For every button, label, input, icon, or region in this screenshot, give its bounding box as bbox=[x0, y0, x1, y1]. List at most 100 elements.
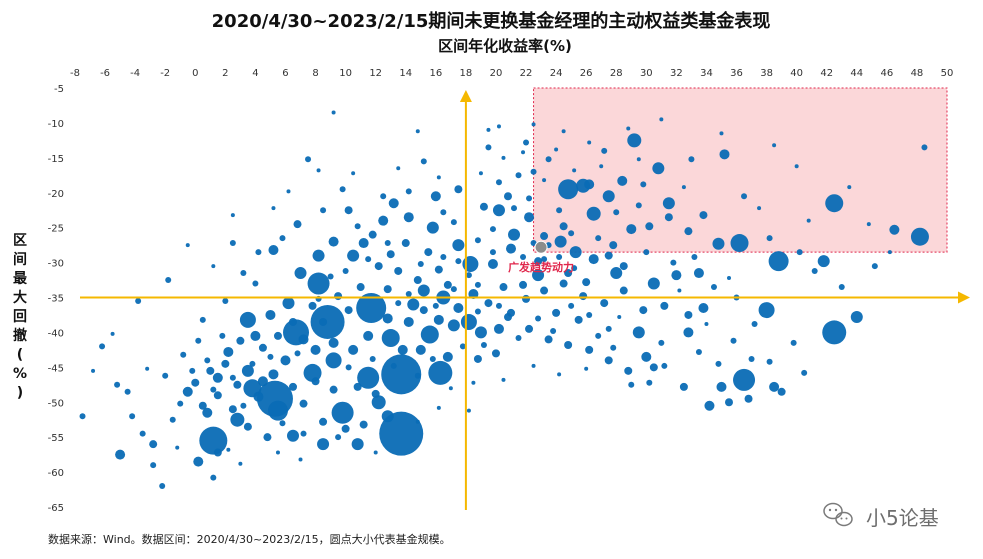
fund-point bbox=[626, 126, 631, 131]
fund-point bbox=[777, 387, 786, 396]
fund-point bbox=[275, 450, 280, 455]
fund-point bbox=[373, 450, 378, 455]
x-tick-label: 36 bbox=[730, 68, 743, 79]
fund-point bbox=[632, 326, 645, 339]
y-tick-label: -55 bbox=[48, 433, 64, 444]
fund-point bbox=[670, 259, 677, 266]
fund-point bbox=[286, 189, 291, 194]
fund-point bbox=[586, 311, 593, 318]
fund-point bbox=[489, 249, 496, 256]
y-tick-label: -50 bbox=[48, 398, 64, 409]
fund-point bbox=[866, 222, 871, 227]
fund-point bbox=[524, 212, 535, 223]
fund-point bbox=[619, 262, 628, 271]
fund-point bbox=[213, 448, 222, 457]
fund-point bbox=[110, 331, 115, 336]
fund-point bbox=[501, 377, 506, 382]
fund-point bbox=[801, 369, 808, 376]
fund-point bbox=[320, 207, 327, 214]
fund-point bbox=[661, 362, 668, 369]
fund-point bbox=[531, 122, 536, 127]
x-tick-labels: -8 -6 -4 -2 0 2 4 6 8 10 12 14 16 18 20 22 24 26 28 30 32 34 3… bbox=[70, 68, 953, 79]
fund-point bbox=[474, 237, 481, 244]
fund-point bbox=[432, 302, 439, 309]
x-tick-label: 14 bbox=[399, 68, 412, 79]
fund-point bbox=[639, 306, 648, 315]
x-tick-label: 40 bbox=[790, 68, 803, 79]
x-tick-label: 26 bbox=[580, 68, 593, 79]
fund-point bbox=[394, 266, 403, 275]
y-axis-title-char: % bbox=[13, 366, 27, 382]
fund-point bbox=[838, 284, 845, 291]
fund-point bbox=[149, 440, 158, 449]
wechat-icon bbox=[823, 502, 853, 527]
fund-point bbox=[99, 343, 106, 350]
fund-point bbox=[768, 251, 789, 272]
fund-point bbox=[604, 356, 613, 365]
fund-point bbox=[478, 171, 483, 176]
fund-point bbox=[693, 268, 704, 279]
fund-point bbox=[268, 245, 279, 256]
fund-point bbox=[466, 408, 471, 413]
fund-point bbox=[710, 284, 717, 291]
fund-point bbox=[287, 429, 299, 442]
fund-point bbox=[503, 313, 512, 322]
fund-point bbox=[223, 346, 234, 357]
fund-point bbox=[716, 381, 727, 392]
fund-point bbox=[384, 240, 391, 247]
fund-point bbox=[640, 181, 647, 188]
fund-point bbox=[887, 250, 892, 255]
fund-point bbox=[671, 270, 682, 281]
fund-point bbox=[558, 179, 579, 200]
fund-point bbox=[212, 372, 223, 383]
fund-point bbox=[584, 179, 595, 190]
fund-point bbox=[588, 254, 599, 265]
fund-point bbox=[236, 336, 245, 345]
x-tick-label: 48 bbox=[911, 68, 924, 79]
fund-point bbox=[485, 144, 492, 151]
fund-point bbox=[730, 337, 737, 344]
fund-point bbox=[790, 339, 797, 346]
data-points bbox=[79, 110, 929, 490]
fund-point bbox=[429, 355, 436, 362]
fund-point bbox=[363, 330, 374, 341]
fund-point bbox=[202, 407, 213, 418]
annotated-fund-label: 广发趋势动力 bbox=[508, 260, 574, 274]
fund-point bbox=[243, 422, 252, 431]
fund-point bbox=[442, 351, 453, 362]
fund-point bbox=[420, 325, 439, 344]
fund-point bbox=[229, 240, 236, 247]
fund-point bbox=[613, 209, 620, 216]
fund-point bbox=[647, 277, 660, 290]
fund-point bbox=[345, 364, 352, 371]
y-axis-title-char: 区 bbox=[13, 233, 27, 249]
fund-point bbox=[794, 164, 799, 169]
fund-point bbox=[228, 405, 237, 414]
fund-point bbox=[180, 351, 187, 358]
x-tick-label: 6 bbox=[282, 68, 288, 79]
fund-point bbox=[850, 311, 863, 324]
fund-point bbox=[479, 202, 488, 211]
fund-point bbox=[532, 269, 545, 282]
fund-point bbox=[564, 269, 573, 278]
fund-point bbox=[115, 449, 126, 460]
fund-point bbox=[279, 420, 286, 427]
fund-point bbox=[185, 243, 190, 248]
fund-point bbox=[643, 249, 650, 256]
fund-point bbox=[796, 249, 803, 256]
x-tick-label: 50 bbox=[941, 68, 954, 79]
fund-point bbox=[347, 249, 360, 262]
fund-point bbox=[645, 222, 654, 231]
x-tick-label: 20 bbox=[490, 68, 503, 79]
fund-point bbox=[526, 195, 533, 202]
fund-point bbox=[825, 194, 844, 213]
y-tick-label: -35 bbox=[48, 294, 64, 305]
fund-point bbox=[727, 275, 731, 280]
fund-point bbox=[351, 438, 364, 451]
fund-point bbox=[652, 162, 665, 175]
fund-point bbox=[240, 402, 247, 409]
fund-point bbox=[766, 235, 773, 242]
fund-point bbox=[405, 188, 412, 195]
x-tick-label: -8 bbox=[70, 68, 80, 79]
